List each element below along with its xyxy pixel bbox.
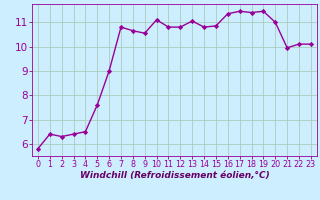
X-axis label: Windchill (Refroidissement éolien,°C): Windchill (Refroidissement éolien,°C) [80,171,269,180]
